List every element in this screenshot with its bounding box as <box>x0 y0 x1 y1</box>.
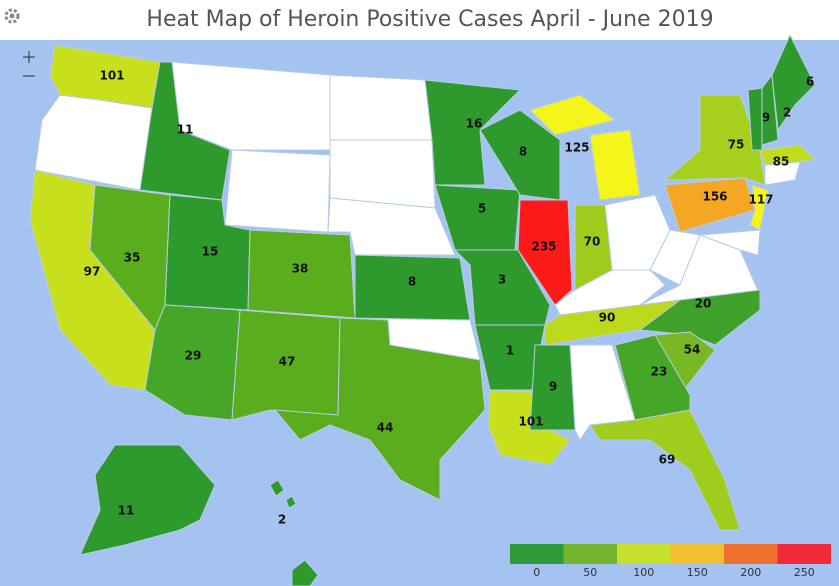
state-value: 44 <box>377 421 394 435</box>
state-value: 11 <box>177 123 194 137</box>
state-value: 97 <box>84 265 101 279</box>
state-shape <box>529 94 641 201</box>
state-value: 3 <box>498 273 506 287</box>
state-shape <box>329 139 436 209</box>
settings-icon[interactable] <box>4 8 20 24</box>
state-value: 11 <box>118 504 135 518</box>
state-value: 54 <box>684 343 701 357</box>
state-value: 75 <box>728 138 745 152</box>
state-shape <box>79 444 216 556</box>
state-shape <box>224 149 331 233</box>
state-value: 101 <box>518 415 543 429</box>
state-value: 70 <box>584 235 601 249</box>
state-value: 47 <box>279 355 296 369</box>
state-value: 35 <box>124 251 141 265</box>
legend-swatch <box>510 544 564 564</box>
state-value: 69 <box>659 453 676 467</box>
state-value: 85 <box>773 155 790 169</box>
state-value: 38 <box>292 262 309 276</box>
state-value: 9 <box>762 111 770 125</box>
legend-label: 0 <box>533 566 540 579</box>
legend-label: 150 <box>687 566 708 579</box>
state-shape <box>354 254 471 321</box>
state-value: 2 <box>278 513 286 527</box>
state-shape <box>749 184 769 231</box>
state-value: 15 <box>202 245 219 259</box>
legend-label: 50 <box>583 566 597 579</box>
state-shape <box>761 73 779 146</box>
legend-swatch <box>617 544 671 564</box>
state-shape <box>139 61 231 201</box>
legend-swatch <box>563 544 617 564</box>
state-value: 5 <box>478 202 486 216</box>
state-value: 9 <box>549 380 557 394</box>
legend-label: 100 <box>633 566 654 579</box>
state-shape <box>269 479 319 586</box>
state-shape <box>699 229 761 256</box>
state-value: 29 <box>185 349 202 363</box>
state-shape <box>589 409 741 531</box>
state-value: 20 <box>695 297 712 311</box>
state-value: 156 <box>702 190 727 204</box>
state-value: 117 <box>748 193 773 207</box>
state-value: 125 <box>564 141 589 155</box>
legend-swatch <box>724 544 778 564</box>
state-shape <box>529 344 576 431</box>
state-shape <box>273 317 486 501</box>
state-value: 101 <box>99 69 124 83</box>
state-shape <box>759 144 817 166</box>
state-shape <box>614 334 691 421</box>
legend-label: 250 <box>794 566 815 579</box>
state-value: 8 <box>408 275 416 289</box>
state-value: 23 <box>651 365 668 379</box>
state-shape <box>424 79 522 186</box>
state-shape <box>574 204 613 291</box>
state-value: 8 <box>519 145 527 159</box>
legend-label: 200 <box>740 566 761 579</box>
zoom-in[interactable] <box>23 51 35 63</box>
state-value: 1 <box>506 344 514 358</box>
legend-swatch <box>670 544 724 564</box>
legend: 0 50 100 150 200 250 <box>510 544 831 579</box>
map-title: Heat Map of Heroin Positive Cases April … <box>146 7 713 32</box>
state-value: 6 <box>806 75 814 89</box>
state-shape <box>479 109 561 201</box>
state-value: 235 <box>531 240 556 254</box>
state-value: 16 <box>466 117 483 131</box>
state-shape <box>329 74 433 141</box>
state-shape <box>771 33 816 132</box>
state-value: 2 <box>783 106 791 120</box>
legend-swatch <box>777 544 831 564</box>
state-value: 90 <box>599 311 616 325</box>
unreported-states <box>34 61 801 441</box>
states <box>29 33 817 586</box>
state-shape <box>517 199 573 306</box>
